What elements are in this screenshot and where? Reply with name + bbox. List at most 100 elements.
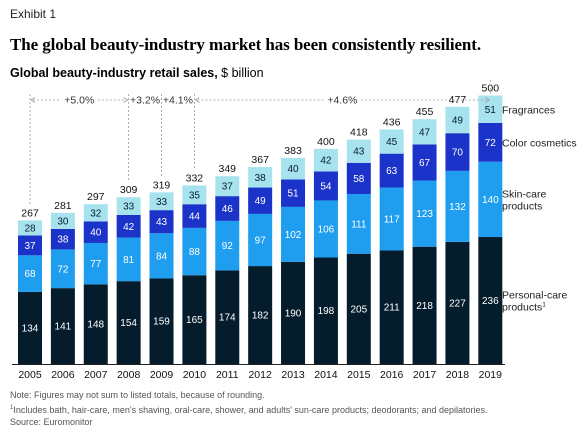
bar-skin-care-2005 <box>18 255 42 292</box>
bar-skin-care-2013 <box>281 206 306 262</box>
bar-skin-care-2012 <box>248 213 273 267</box>
value-label-color-cosmetics-2011: 46 <box>222 204 234 215</box>
chart-headline: The global beauty-industry market has be… <box>10 35 481 54</box>
legend-label-skin-care: Skin-care products <box>502 188 547 212</box>
bar-fragrances-2007 <box>83 204 108 222</box>
bar-color-cosmetics-2011 <box>215 196 240 221</box>
value-label-fragrances-2019: 51 <box>485 105 497 116</box>
value-label-fragrances-2016: 45 <box>386 137 398 148</box>
legend-label-color-cosmetics: Color cosmetics <box>502 137 577 149</box>
value-label-fragrances-2008: 33 <box>123 202 135 213</box>
growth-arrow-left-3 <box>194 97 200 103</box>
value-label-skin-care-2011: 92 <box>222 241 234 252</box>
value-label-fragrances-2005: 28 <box>24 223 36 234</box>
bar-personal-care-2018 <box>445 241 470 364</box>
bar-fragrances-2005 <box>18 220 42 236</box>
bar-color-cosmetics-2015 <box>346 162 371 194</box>
bar-skin-care-2016 <box>379 187 404 251</box>
total-label-2014: 400 <box>317 136 335 148</box>
value-label-color-cosmetics-2012: 49 <box>255 196 267 207</box>
bar-skin-care-2008 <box>116 237 141 282</box>
bar-personal-care-2005 <box>18 291 42 364</box>
bar-fragrances-2011 <box>215 176 240 197</box>
bar-fragrances-2010 <box>182 185 207 205</box>
x-tick-label-2017: 2017 <box>413 369 437 381</box>
bar-personal-care-2006 <box>50 288 75 364</box>
bar-personal-care-2008 <box>116 281 141 364</box>
bar-color-cosmetics-2008 <box>116 214 141 238</box>
total-label-2015: 418 <box>350 127 368 139</box>
bar-color-cosmetics-2017 <box>412 144 437 181</box>
growth-label-2: +4.1% <box>163 95 193 107</box>
stacked-bar-chart: 134 68 37 28 267 2005 141 72 38 30 281 2006 148 77 40 3… <box>12 79 577 381</box>
value-label-fragrances-2012: 38 <box>255 173 267 184</box>
bar-skin-care-2019 <box>478 161 503 238</box>
value-label-skin-care-2012: 97 <box>255 235 267 246</box>
value-label-fragrances-2013: 40 <box>287 164 299 175</box>
x-tick-label-2006: 2006 <box>51 369 75 381</box>
bar-personal-care-2015 <box>346 253 371 364</box>
bar-color-cosmetics-2019 <box>478 122 503 162</box>
value-label-fragrances-2009: 33 <box>156 197 168 208</box>
source-note: Source: Euromonitor <box>10 417 93 427</box>
bar-personal-care-2013 <box>281 261 306 364</box>
bar-skin-care-2007 <box>83 242 108 285</box>
x-tick-label-2008: 2008 <box>117 369 141 381</box>
x-tick-label-2016: 2016 <box>380 369 404 381</box>
bar-skin-care-2009 <box>149 233 174 279</box>
footnote: 1Includes bath, hair-care, men's shaving… <box>10 402 488 417</box>
x-tick-label-2015: 2015 <box>347 369 371 381</box>
value-label-color-cosmetics-2009: 43 <box>156 217 168 228</box>
value-label-personal-care-2011: 174 <box>219 313 236 324</box>
value-label-skin-care-2006: 72 <box>57 264 69 275</box>
bar-fragrances-2014 <box>313 148 338 172</box>
bar-personal-care-2009 <box>149 278 174 364</box>
total-label-2010: 332 <box>186 172 204 184</box>
value-label-color-cosmetics-2016: 63 <box>386 166 398 177</box>
value-label-fragrances-2007: 32 <box>90 208 102 219</box>
bar-personal-care-2016 <box>379 250 404 364</box>
bar-fragrances-2008 <box>116 197 141 215</box>
bar-color-cosmetics-2018 <box>445 133 470 171</box>
value-label-skin-care-2008: 81 <box>123 255 135 266</box>
value-label-personal-care-2005: 134 <box>22 323 39 334</box>
x-tick-label-2005: 2005 <box>18 369 42 381</box>
value-label-fragrances-2017: 47 <box>419 127 431 138</box>
bar-personal-care-2010 <box>182 275 207 364</box>
bar-personal-care-2019 <box>478 237 503 364</box>
value-label-fragrances-2018: 49 <box>452 116 464 127</box>
value-label-fragrances-2014: 42 <box>320 156 332 167</box>
bar-fragrances-2009 <box>149 192 174 211</box>
total-label-2007: 297 <box>87 191 105 203</box>
bar-fragrances-2015 <box>346 139 371 163</box>
value-label-personal-care-2019: 236 <box>482 296 499 307</box>
footnote-mark: 1 <box>10 404 14 411</box>
value-label-color-cosmetics-2006: 38 <box>57 235 69 246</box>
legend-label-personal-care: Personal-care products1 <box>502 290 568 314</box>
bar-skin-care-2018 <box>445 170 470 242</box>
value-label-skin-care-2009: 84 <box>156 251 168 262</box>
value-label-fragrances-2011: 37 <box>222 182 234 193</box>
value-label-personal-care-2017: 218 <box>416 301 433 312</box>
value-label-skin-care-2016: 117 <box>384 215 400 226</box>
bar-color-cosmetics-2005 <box>18 235 42 256</box>
total-label-2008: 309 <box>120 184 138 196</box>
x-tick-label-2007: 2007 <box>84 369 108 381</box>
bar-color-cosmetics-2009 <box>149 210 174 234</box>
x-tick-label-2011: 2011 <box>216 369 239 381</box>
bar-personal-care-2017 <box>412 246 437 364</box>
subtitle-bold: Global beauty-industry retail sales, <box>10 66 218 80</box>
x-tick-label-2014: 2014 <box>314 369 338 381</box>
bar-skin-care-2017 <box>412 180 437 247</box>
value-label-personal-care-2018: 227 <box>449 298 466 309</box>
bar-color-cosmetics-2010 <box>182 204 207 228</box>
value-label-skin-care-2007: 77 <box>90 259 102 270</box>
value-label-personal-care-2007: 148 <box>87 320 104 331</box>
footnote-text: Includes bath, hair-care, men's shaving,… <box>13 404 488 415</box>
bar-fragrances-2012 <box>248 167 273 188</box>
x-tick-label-2012: 2012 <box>248 369 272 381</box>
bar-color-cosmetics-2006 <box>50 228 75 250</box>
value-label-skin-care-2013: 102 <box>285 230 302 241</box>
value-label-color-cosmetics-2008: 42 <box>123 222 135 233</box>
value-label-skin-care-2018: 132 <box>449 202 466 213</box>
